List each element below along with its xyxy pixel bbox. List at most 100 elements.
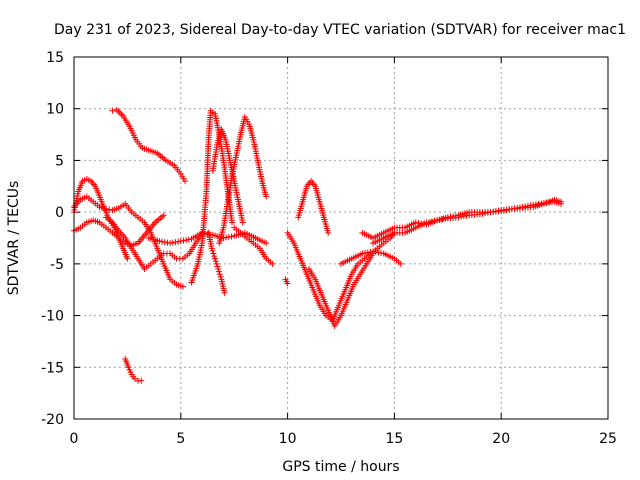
y-tick-label: 15: [46, 50, 64, 66]
data-point-interp: [506, 206, 513, 213]
data-point: [263, 240, 270, 247]
x-axis-label: GPS time / hours: [282, 459, 399, 475]
data-point-interp: [161, 239, 168, 246]
data-point-interp: [522, 203, 529, 210]
data-point-interp: [463, 212, 470, 219]
data-points: [71, 106, 565, 384]
data-point-interp: [210, 250, 217, 257]
y-tick-label: 10: [46, 102, 64, 118]
data-point-interp: [484, 209, 491, 216]
series-arc-step-late: [338, 248, 404, 267]
y-tick-label: -5: [50, 257, 64, 273]
data-point-interp: [439, 216, 446, 223]
data-point-interp: [223, 234, 230, 241]
series-arc-mid-start: [71, 193, 186, 290]
data-point-interp: [535, 200, 542, 207]
data-point-interp: [527, 202, 534, 209]
y-tick-label: -10: [41, 309, 64, 325]
series-arc-top-left: [109, 106, 189, 185]
data-point-interp: [209, 247, 216, 254]
data-point: [211, 255, 218, 262]
data-point-interp: [372, 248, 379, 255]
series-arc-spike-b: [216, 113, 270, 247]
series-arc-lower-start: [71, 212, 167, 249]
data-point: [263, 193, 270, 200]
data-point-interp: [479, 210, 486, 217]
series-arc-hump-late: [295, 178, 332, 236]
data-point-interp: [442, 215, 449, 222]
data-point-interp: [364, 249, 371, 256]
data-point-interp: [532, 201, 539, 208]
x-tick-label: 15: [385, 431, 403, 447]
data-point: [359, 250, 366, 257]
data-point: [208, 245, 215, 252]
x-tick-label: 10: [279, 431, 297, 447]
data-point-interp: [159, 238, 166, 245]
data-point-interp: [185, 236, 192, 243]
data-point: [199, 229, 206, 236]
data-point: [423, 219, 430, 226]
series-arc-bottom-left: [122, 356, 145, 384]
data-point: [269, 260, 276, 267]
data-point-interp: [500, 207, 507, 214]
data-point-interp: [431, 217, 438, 224]
data-point: [434, 217, 441, 224]
x-tick-label: 25: [599, 431, 617, 447]
x-tick-label: 5: [176, 431, 185, 447]
data-point-interp: [217, 273, 224, 280]
data-point-interp: [212, 258, 219, 265]
data-point: [476, 211, 483, 218]
data-point-interp: [362, 249, 369, 256]
data-point: [138, 377, 145, 384]
data-point-interp: [378, 249, 385, 256]
data-point-interp: [164, 239, 171, 246]
data-point-interp: [169, 239, 176, 246]
data-point-interp: [228, 233, 235, 240]
data-point-interp: [211, 253, 218, 260]
data-point: [182, 178, 189, 185]
data-point: [397, 260, 404, 267]
data-point-interp: [428, 218, 435, 225]
data-point-interp: [503, 207, 510, 214]
data-point: [167, 240, 174, 247]
data-point-interp: [436, 216, 443, 223]
chart-title: Day 231 of 2023, Sidereal Day-to-day VTE…: [54, 22, 626, 38]
series-arc-upper-start: [71, 176, 131, 262]
series-arc-drop-a: [205, 229, 228, 296]
plot-frame: [73, 56, 609, 420]
data-point-interp: [426, 218, 433, 225]
data-point: [131, 375, 138, 382]
data-point-interp: [458, 213, 465, 220]
y-tick-label: -15: [41, 360, 64, 376]
series-arc-isolated: [282, 276, 291, 287]
data-point-interp: [216, 271, 223, 278]
data-point: [508, 206, 515, 213]
data-point: [370, 248, 377, 255]
y-axis-label: SDTVAR / TECUs: [6, 181, 22, 296]
data-point-interp: [460, 213, 467, 220]
data-point: [412, 219, 419, 226]
series-arc-mid-late: [284, 229, 398, 324]
data-point-interp: [106, 206, 113, 213]
series-arc-low-late: [305, 250, 377, 329]
data-point-interp: [367, 248, 374, 255]
data-point: [103, 206, 110, 213]
data-point: [284, 280, 291, 287]
data-point-interp: [214, 263, 221, 270]
data-point-interp: [375, 249, 382, 256]
data-point: [530, 201, 537, 208]
data-point-interp: [482, 210, 489, 217]
data-point-interp: [514, 205, 521, 212]
series-arc-mid-flat: [145, 229, 270, 247]
data-point: [558, 200, 565, 207]
data-point: [215, 266, 222, 273]
data-point-interp: [183, 237, 190, 244]
data-point-interp: [215, 268, 222, 275]
x-tick-label: 0: [70, 431, 79, 447]
data-point-interp: [538, 200, 545, 207]
data-point: [124, 255, 131, 262]
data-point: [498, 208, 505, 215]
x-tick-label: 20: [492, 431, 510, 447]
data-point: [109, 107, 116, 114]
